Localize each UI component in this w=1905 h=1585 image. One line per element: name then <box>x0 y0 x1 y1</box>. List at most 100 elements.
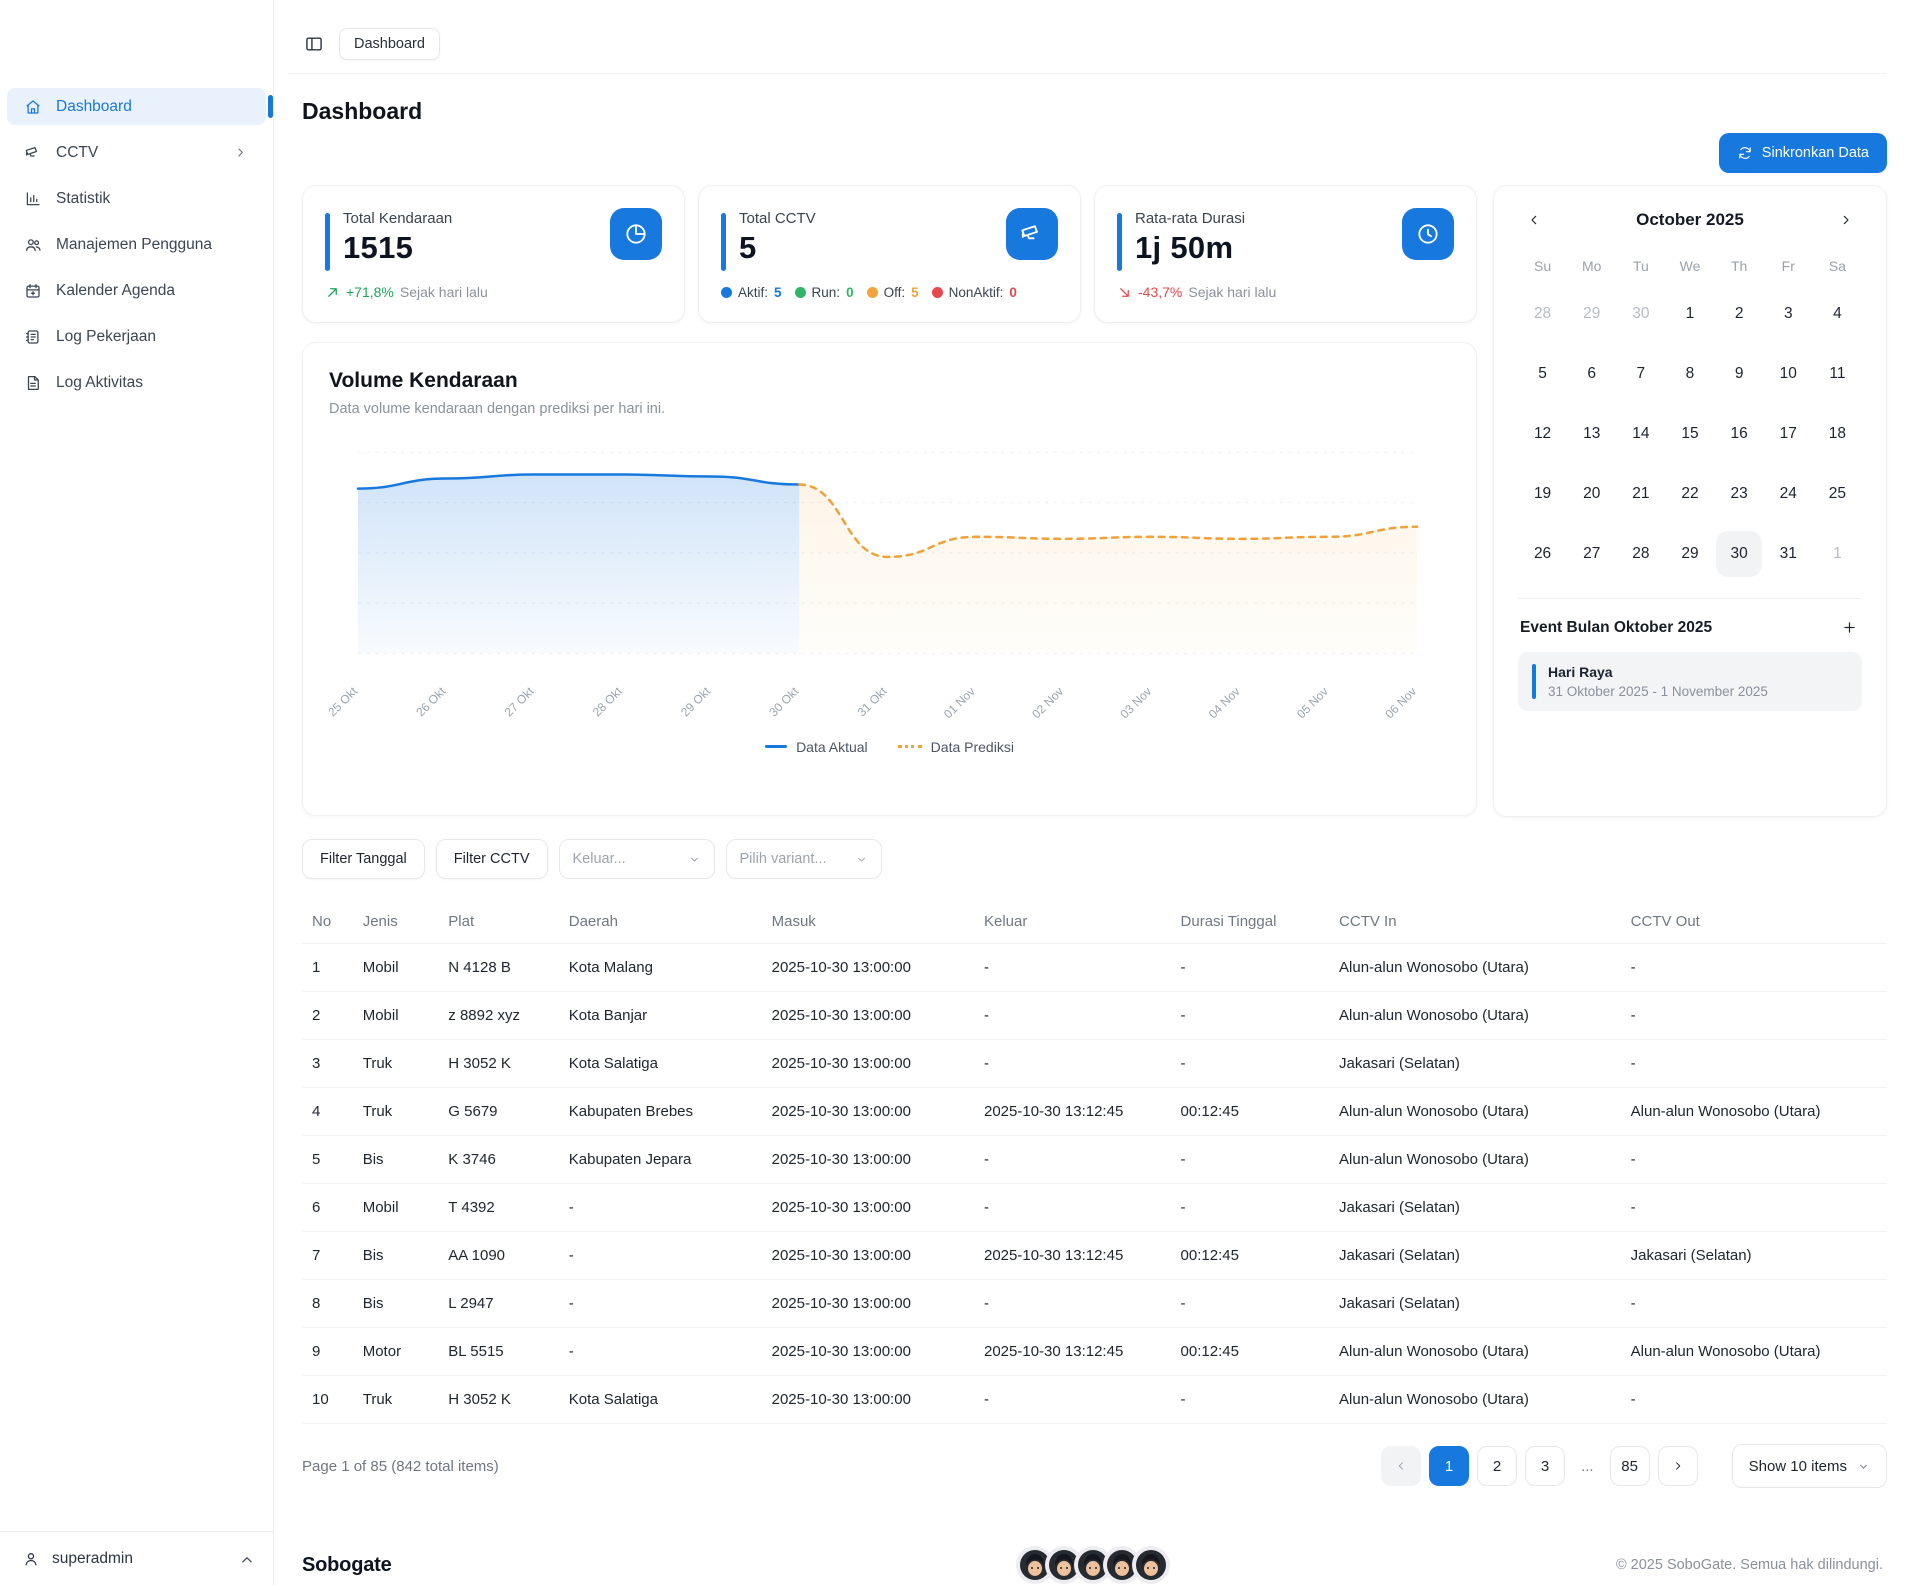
page-button-3[interactable]: 3 <box>1525 1446 1566 1486</box>
topbar: Dashboard <box>288 0 1887 74</box>
table-cell: 1 <box>302 943 353 992</box>
calendar-next-button[interactable] <box>1836 210 1856 230</box>
sidebar-item-label: Manajemen Pengguna <box>56 235 212 253</box>
calendar-day-10[interactable]: 10 <box>1779 365 1797 382</box>
copyright-text: © 2025 SoboGate. Semua hak dilindungi. <box>1615 1557 1883 1573</box>
sidebar-toggle-button[interactable] <box>302 32 326 56</box>
table-cell: 7 <box>302 1231 353 1280</box>
table-cell: Bis <box>352 1231 439 1280</box>
filter-tanggal-button[interactable]: Filter Tanggal <box>302 839 425 879</box>
chevron-down-icon <box>1857 1460 1870 1473</box>
table-cell: Mobil <box>352 943 439 992</box>
next-page-button[interactable] <box>1657 1446 1698 1486</box>
calendar-day-3[interactable]: 3 <box>1783 305 1793 322</box>
calendar-day-1[interactable]: 1 <box>1685 305 1695 322</box>
card-value: 1j 50m <box>1135 230 1234 265</box>
chevron-right-icon <box>1838 212 1854 228</box>
calendar-day-11[interactable]: 11 <box>1829 365 1846 382</box>
calendar-day-19[interactable]: 19 <box>1533 485 1552 502</box>
svg-text:30 Okt: 30 Okt <box>766 684 801 719</box>
table-cell: 2025-10-30 13:00:00 <box>761 1087 974 1136</box>
previous-page-button[interactable] <box>1381 1446 1422 1486</box>
calendar-day-30[interactable]: 30 <box>1632 305 1650 322</box>
card-total-kendaraan: Total Kendaraan 1515 +71,8% Sejak hari l… <box>302 185 685 323</box>
calendar-day-20[interactable]: 20 <box>1583 485 1601 502</box>
add-event-button[interactable] <box>1839 617 1860 638</box>
calendar-day-27[interactable]: 27 <box>1583 545 1601 562</box>
table-cell: - <box>558 1327 762 1376</box>
weekday-label: Mo <box>1581 258 1602 274</box>
calendar-day-28[interactable]: 28 <box>1632 545 1650 562</box>
calendar-day-8[interactable]: 8 <box>1685 365 1695 382</box>
calendar-day-15[interactable]: 15 <box>1681 425 1699 442</box>
pilih-variant-select[interactable]: Pilih variant... <box>725 839 882 879</box>
calendar-day-18[interactable]: 18 <box>1828 425 1847 442</box>
trend-text: Sejak hari lalu <box>1188 284 1277 300</box>
table-cell: Mobil <box>352 991 439 1040</box>
panel-icon <box>304 34 324 54</box>
table-cell: Kota Banjar <box>558 991 762 1040</box>
calendar-day-4[interactable]: 4 <box>1833 305 1842 322</box>
sidebar-item-log-pekerjaan[interactable]: Log Pekerjaan <box>7 318 266 355</box>
card-label: Rata-rata Durasi <box>1135 210 1246 227</box>
card-accent-bar <box>1117 213 1122 271</box>
calendar-day-2[interactable]: 2 <box>1734 305 1744 322</box>
event-item[interactable]: Hari Raya 31 Oktober 2025 - 1 November 20… <box>1518 652 1862 711</box>
calendar-day-6[interactable]: 6 <box>1587 365 1597 382</box>
sidebar-item-kalender-agenda[interactable]: Kalender Agenda <box>7 272 266 309</box>
chart-title: Volume Kendaraan <box>329 369 518 392</box>
sync-data-button[interactable]: Sinkronkan Data <box>1718 133 1887 173</box>
table-cell: - <box>1620 1183 1887 1232</box>
page-button-1[interactable]: 1 <box>1429 1446 1470 1486</box>
status-badge: Off: 5 <box>866 285 919 300</box>
table-cell: 2025-10-30 13:00:00 <box>761 1375 974 1424</box>
table-cell: 10 <box>302 1375 353 1424</box>
select-placeholder: Keluar... <box>572 851 626 867</box>
calendar-day-9[interactable]: 9 <box>1734 365 1744 382</box>
plus-icon <box>1841 619 1858 636</box>
filter-cctv-button[interactable]: Filter CCTV <box>435 839 548 879</box>
calendar-day-5[interactable]: 5 <box>1538 365 1547 382</box>
calendar-day-21[interactable]: 21 <box>1632 485 1650 502</box>
sidebar-item-cctv[interactable]: CCTV <box>7 134 266 171</box>
calendar-day-17[interactable]: 17 <box>1779 425 1797 442</box>
page-size-select[interactable]: Show 10 items <box>1731 1444 1887 1488</box>
calendar-day-24[interactable]: 24 <box>1779 485 1797 502</box>
table-cell: - <box>974 1375 1171 1424</box>
calendar-day-31[interactable]: 31 <box>1779 545 1797 562</box>
chevron-down-icon <box>688 853 701 866</box>
cctv-glyph <box>1019 221 1045 247</box>
calendar-day-29[interactable]: 29 <box>1583 305 1601 322</box>
sidebar-user-menu[interactable]: superadmin <box>0 1531 273 1585</box>
sidebar-item-log-aktivitas[interactable]: Log Aktivitas <box>7 364 266 401</box>
sidebar-item-manajemen-pengguna[interactable]: Manajemen Pengguna <box>7 226 266 263</box>
calendar-day-7[interactable]: 7 <box>1636 365 1646 382</box>
table-cell: - <box>1620 1375 1887 1424</box>
calendar-day-16[interactable]: 16 <box>1730 425 1748 442</box>
table-cell: 2025-10-30 13:00:00 <box>761 1231 974 1280</box>
volume-chart: 25 Okt 26 Okt 27 Okt 28 Okt 29 Okt 30 Okt 31 O… <box>329 451 1419 721</box>
calendar-day-14[interactable]: 14 <box>1632 425 1650 442</box>
calendar-day-26[interactable]: 26 <box>1533 545 1552 562</box>
sidebar-item-dashboard[interactable]: Dashboard <box>7 88 273 125</box>
svg-text:29 Okt: 29 Okt <box>678 684 713 719</box>
keluar-select[interactable]: Keluar... <box>558 839 715 879</box>
calendar-day-23[interactable]: 23 <box>1730 485 1748 502</box>
calendar-day-1[interactable]: 1 <box>1833 545 1842 562</box>
event-accent-bar <box>1532 664 1536 699</box>
calendar-day-12[interactable]: 12 <box>1533 425 1552 442</box>
calendar-day-30-selected[interactable]: 30 <box>1715 524 1764 584</box>
table-row: 8 Bis L 2947-2025-10-30 13:00:00- - Jakasari… <box>302 1279 1887 1328</box>
sidebar-item-statistik[interactable]: Statistik <box>7 180 266 217</box>
calendar-day-25[interactable]: 25 <box>1828 485 1847 502</box>
table-cell: Alun-alun Wonosobo (Utara) <box>1620 1327 1887 1376</box>
table-cell: 00:12:45 <box>1170 1087 1330 1136</box>
calendar-prev-button[interactable] <box>1524 210 1544 230</box>
calendar-day-29[interactable]: 29 <box>1681 545 1699 562</box>
page-button-85[interactable]: 85 <box>1609 1446 1650 1486</box>
calendar-day-22[interactable]: 22 <box>1681 485 1699 502</box>
page-button-2[interactable]: 2 <box>1477 1446 1518 1486</box>
breadcrumb[interactable]: Dashboard <box>339 28 440 60</box>
calendar-day-13[interactable]: 13 <box>1583 425 1601 442</box>
calendar-day-28[interactable]: 28 <box>1533 305 1552 322</box>
